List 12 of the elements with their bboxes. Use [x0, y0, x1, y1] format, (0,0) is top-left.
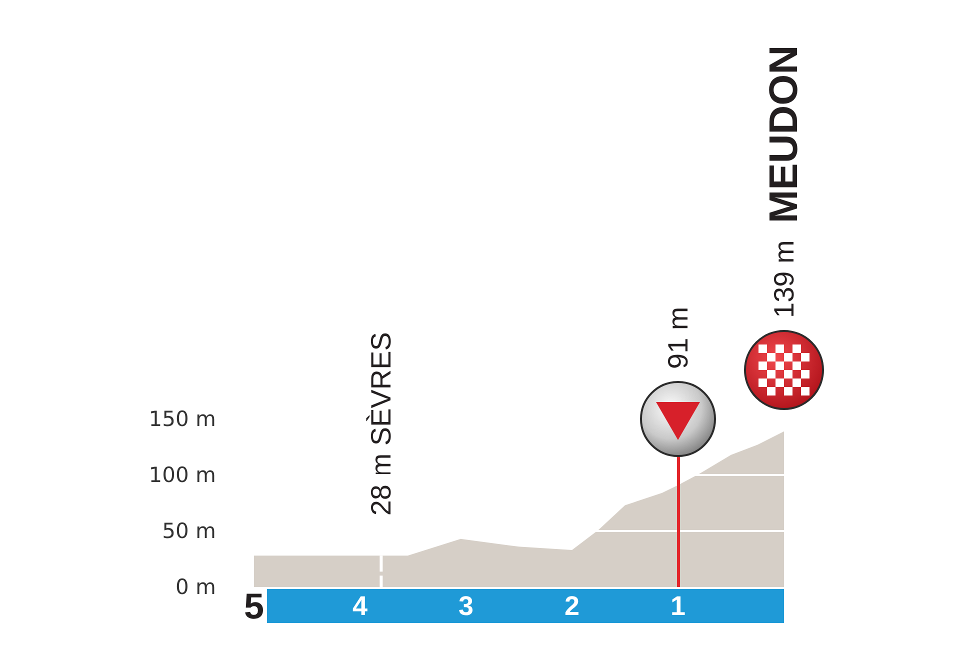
text: 139 m: [768, 240, 800, 318]
y-tick-label: 50 m: [162, 519, 216, 543]
y-tick-label: 100 m: [148, 463, 216, 487]
ref-line-label: 91 m: [662, 306, 694, 369]
x-tick-label: 1: [670, 591, 686, 621]
y-tick-label: 0 m: [176, 575, 216, 599]
text: MEUDON: [762, 45, 806, 224]
y-tick-label: 150 m: [148, 407, 216, 431]
x-tick-label: 4: [352, 591, 368, 621]
x-tick-label: 2: [564, 591, 580, 621]
x-tick-label: 3: [458, 591, 474, 621]
x-tick-label: 5: [244, 586, 264, 626]
